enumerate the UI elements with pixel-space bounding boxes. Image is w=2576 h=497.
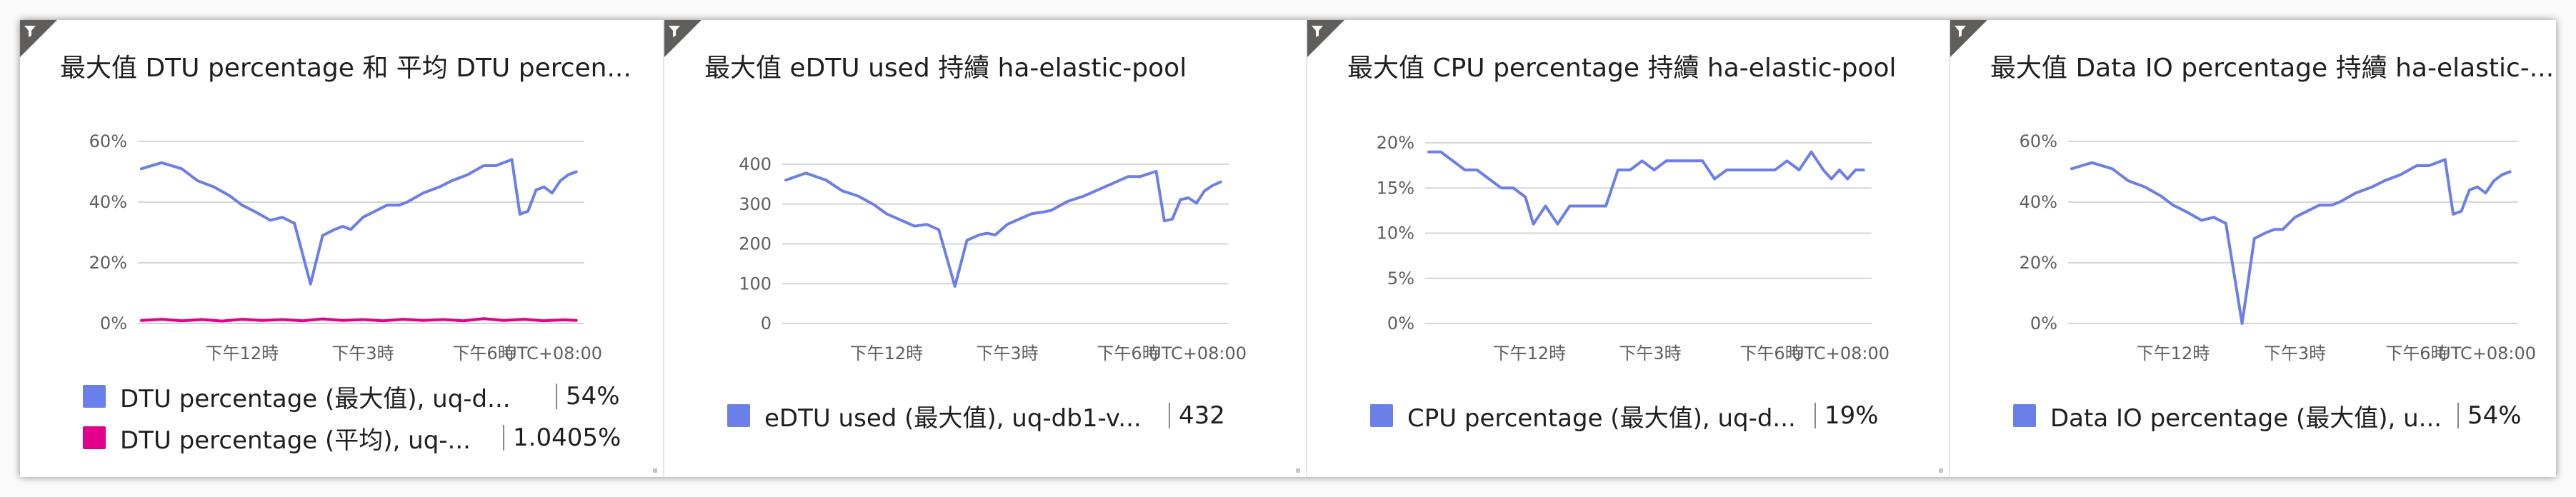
series-line	[140, 158, 578, 286]
y-tick-label: 0%	[2030, 313, 2057, 333]
legend-separator	[1814, 403, 1816, 428]
x-tick-label: 下午6時	[1097, 343, 1159, 363]
legend-swatch	[1370, 404, 1393, 427]
y-tick-label: 10%	[1377, 224, 1414, 244]
x-tick-label: 下午3時	[2264, 343, 2326, 363]
legend-series-name: Data IO percentage (最大值), u...	[2050, 403, 2442, 433]
x-tick-label: 下午3時	[1619, 343, 1681, 363]
x-tick-label: 下午12時	[850, 343, 924, 363]
series-line	[2070, 158, 2512, 325]
y-tick-label: 5%	[1387, 268, 1414, 288]
x-tick-label: 下午12時	[206, 343, 279, 363]
y-tick-label: 100	[739, 273, 772, 293]
chart-tile-cpu[interactable]: 最大值 CPU percentage 持續 ha-elastic-pool 20…	[1307, 20, 1949, 477]
y-tick-label: 400	[739, 154, 772, 174]
chart-tile-dataio[interactable]: 最大值 Data IO percentage 持續 ha-elastic-...…	[1950, 20, 2556, 477]
y-tick-label: 20%	[89, 253, 127, 273]
x-tick-label: 下午3時	[331, 343, 394, 363]
legend-item[interactable]: CPU percentage (最大值), uq-d... 19%	[1370, 395, 1879, 436]
y-tick-label: 15%	[1377, 178, 1414, 198]
tile-title[interactable]: 最大值 CPU percentage 持續 ha-elastic-pool	[1347, 54, 1897, 83]
y-tick-label: 200	[739, 234, 772, 254]
legend-item[interactable]: eDTU used (最大值), uq-db1-v... 432	[727, 395, 1225, 436]
tile-divider	[663, 20, 664, 477]
y-tick-label: 60%	[89, 131, 127, 151]
chart-legend: DTU percentage (最大值), uq-d... 54% DTU pe…	[83, 376, 621, 458]
x-tick-label: 下午6時	[2385, 343, 2447, 363]
legend-value: 432	[1179, 401, 1225, 430]
resize-handle[interactable]	[653, 468, 657, 473]
legend-series-name: DTU percentage (最大值), uq-d...	[120, 384, 511, 413]
y-tick-label: 0	[761, 313, 772, 333]
y-tick-label: 0%	[100, 313, 127, 333]
filter-icon[interactable]	[1950, 20, 1987, 57]
x-tick-label: 下午6時	[452, 343, 514, 363]
legend-separator	[1169, 403, 1170, 428]
x-tick-label: 下午12時	[2137, 343, 2210, 363]
y-tick-label: 20%	[2020, 253, 2057, 273]
tile-title[interactable]: 最大值 DTU percentage 和 平均 DTU percen...	[60, 54, 631, 83]
y-tick-label: 0%	[1387, 313, 1414, 333]
legend-series-name: CPU percentage (最大值), uq-d...	[1407, 403, 1796, 433]
timezone-label: UTC+08:00	[1149, 343, 1247, 363]
legend-separator	[2457, 403, 2459, 428]
series-line	[784, 169, 1222, 288]
dashboard-panel: 最大值 DTU percentage 和 平均 DTU percen... 60…	[20, 20, 2556, 477]
x-tick-label: 下午3時	[976, 343, 1038, 363]
legend-swatch	[83, 426, 106, 449]
y-tick-label: 40%	[2020, 192, 2057, 212]
tile-divider	[1306, 20, 1307, 477]
timezone-label: UTC+08:00	[504, 343, 602, 363]
legend-series-name: eDTU used (最大值), uq-db1-v...	[764, 403, 1142, 433]
legend-swatch	[727, 404, 750, 427]
tile-title[interactable]: 最大值 eDTU used 持續 ha-elastic-pool	[704, 54, 1187, 83]
legend-item[interactable]: DTU percentage (平均), uq-... 1.0405%	[83, 417, 621, 458]
y-tick-label: 20%	[1377, 133, 1414, 153]
filter-icon[interactable]	[664, 20, 702, 57]
y-tick-label: 300	[739, 194, 772, 214]
filter-icon[interactable]	[20, 20, 57, 57]
legend-value: 54%	[566, 382, 620, 411]
y-tick-label: 60%	[2020, 131, 2057, 151]
tile-title[interactable]: 最大值 Data IO percentage 持續 ha-elastic-...	[1990, 54, 2555, 83]
chart-tile-dtu[interactable]: 最大值 DTU percentage 和 平均 DTU percen... 60…	[20, 20, 663, 477]
legend-value: 54%	[2467, 401, 2522, 430]
legend-series-name: DTU percentage (平均), uq-...	[120, 426, 471, 455]
timezone-label: UTC+08:00	[2438, 343, 2536, 363]
series-line	[1427, 150, 1865, 226]
legend-separator	[556, 383, 557, 409]
x-tick-label: 下午6時	[1739, 343, 1802, 363]
chart-tile-edtu[interactable]: 最大值 eDTU used 持續 ha-elastic-pool 400 300 2…	[664, 20, 1306, 477]
y-tick-label: 40%	[89, 192, 127, 212]
chart-legend: CPU percentage (最大值), uq-d... 19%	[1370, 395, 1879, 436]
chart-legend: Data IO percentage (最大值), u... 54%	[2013, 395, 2522, 436]
timezone-label: UTC+08:00	[1792, 343, 1889, 363]
filter-icon[interactable]	[1307, 20, 1344, 57]
resize-handle[interactable]	[1939, 468, 1943, 473]
tile-divider	[1949, 20, 1950, 477]
legend-swatch	[2013, 404, 2036, 427]
legend-value: 19%	[1824, 401, 1879, 430]
legend-item[interactable]: Data IO percentage (最大值), u... 54%	[2013, 395, 2522, 436]
chart-legend: eDTU used (最大值), uq-db1-v... 432	[727, 395, 1225, 436]
legend-item[interactable]: DTU percentage (最大值), uq-d... 54%	[83, 376, 621, 417]
legend-separator	[503, 425, 504, 451]
x-tick-label: 下午12時	[1493, 343, 1567, 363]
series-line	[140, 317, 578, 323]
resize-handle[interactable]	[1296, 468, 1300, 473]
legend-value: 1.0405%	[513, 423, 621, 452]
legend-swatch	[83, 385, 106, 408]
